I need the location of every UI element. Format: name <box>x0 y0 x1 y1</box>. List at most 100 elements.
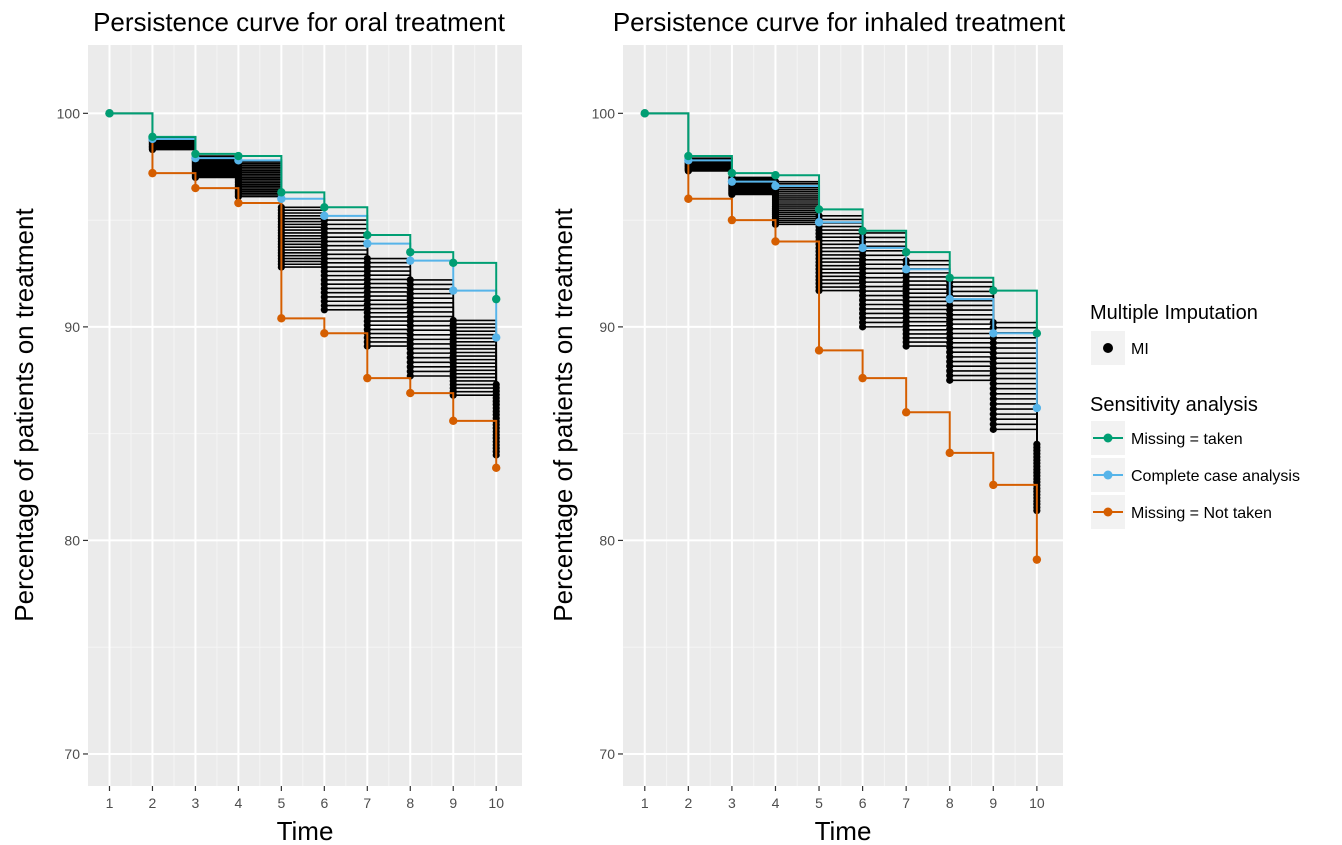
y-tick-label: 100 <box>592 105 616 121</box>
legend-sensitivity-items: Missing = taken Complete case analysis Mis… <box>1091 421 1300 529</box>
minor-gridlines <box>623 45 1063 786</box>
series-point-missing-taken <box>105 109 114 118</box>
series-point-missing-taken <box>901 247 911 257</box>
oral-treatment-chart: Persistence curve for oral treatment 70 8… <box>9 7 522 845</box>
legend-label-missing-not-taken: Missing = Not taken <box>1131 505 1272 522</box>
legend-title-mi: Multiple Imputation <box>1090 302 1258 324</box>
series-point-complete-case <box>814 218 824 227</box>
mi-point <box>989 425 997 433</box>
mi-point <box>989 390 997 398</box>
series-point-missing-taken <box>406 247 415 257</box>
series-line-missing-taken <box>644 112 1038 334</box>
series-point-complete-case <box>449 286 458 295</box>
legend-point-missing-taken <box>1103 433 1113 443</box>
x-tick-label: 10 <box>1029 795 1045 811</box>
series-point-complete-case <box>858 243 867 253</box>
series-point-missing-not-taken <box>449 416 458 426</box>
plot-panel <box>88 45 522 786</box>
mi-point <box>492 380 500 389</box>
legend-title-sensitivity: Sensitivity analysis <box>1090 394 1258 416</box>
mi-point <box>989 385 997 393</box>
x-tick-label: 6 <box>320 795 328 811</box>
legend-label-complete-case: Complete case analysis <box>1131 468 1300 485</box>
mi-point <box>989 420 997 428</box>
x-tick-label: 5 <box>277 795 285 811</box>
mi-point <box>989 349 997 357</box>
mi-point <box>989 344 997 352</box>
x-tick-label: 4 <box>234 795 242 811</box>
series-point-complete-case <box>320 211 329 221</box>
series-point-missing-taken <box>449 258 458 268</box>
mi-point <box>989 400 997 408</box>
series-point-missing-not-taken <box>363 373 372 383</box>
series-point-missing-not-taken <box>277 314 286 323</box>
mi-point <box>406 276 414 284</box>
mi-point <box>989 405 997 413</box>
series-point-missing-not-taken <box>814 346 824 355</box>
series-point-missing-not-taken <box>492 463 501 473</box>
legend-mi-point <box>1103 343 1113 353</box>
series-point-missing-taken <box>1032 329 1042 338</box>
series-point-complete-case <box>492 333 501 342</box>
mi-point <box>989 364 997 372</box>
x-tick-label: 6 <box>859 795 867 811</box>
x-tick-label: 1 <box>106 795 114 811</box>
x-axis-ticks: 1 2 3 4 5 6 7 8 9 10 <box>106 786 504 811</box>
series-point-complete-case <box>771 181 780 191</box>
chart-title: Persistence curve for inhaled treatment <box>613 7 1066 37</box>
y-tick-label: 70 <box>599 746 615 762</box>
minor-gridlines <box>88 45 522 786</box>
mi-point <box>449 316 457 325</box>
series-point-missing-taken <box>684 151 693 161</box>
legend-point-complete-case <box>1103 470 1113 480</box>
x-axis-title: Time <box>815 816 872 845</box>
x-tick-label: 1 <box>641 795 649 811</box>
series-point-complete-case <box>945 294 954 304</box>
series-point-missing-taken <box>234 151 243 161</box>
x-tick-label: 9 <box>449 795 457 811</box>
x-tick-label: 7 <box>363 795 371 811</box>
series-point-missing-not-taken <box>727 215 737 225</box>
mi-point <box>989 395 997 403</box>
x-tick-label: 5 <box>815 795 823 811</box>
x-tick-label: 8 <box>406 795 414 811</box>
series-point-missing-not-taken <box>320 329 329 338</box>
mi-point <box>989 374 997 383</box>
x-tick-label: 2 <box>684 795 692 811</box>
mi-point <box>989 415 997 423</box>
inhaled-treatment-chart: Persistence curve for inhaled treatment … <box>548 7 1066 845</box>
mi-point <box>989 354 997 362</box>
y-tick-label: 80 <box>64 532 80 548</box>
series-line-missing-taken <box>109 112 498 300</box>
series-point-complete-case <box>406 256 415 265</box>
series-point-missing-not-taken <box>771 237 780 246</box>
series-point-missing-not-taken <box>989 480 998 490</box>
y-tick-label: 100 <box>57 105 81 121</box>
x-axis-title: Time <box>277 816 334 845</box>
series-point-missing-taken <box>858 226 867 235</box>
series-point-complete-case <box>277 194 286 203</box>
y-axis-title: Percentage of patients on treatment <box>9 208 39 622</box>
series-point-missing-taken <box>989 286 998 295</box>
y-axis-ticks: 70 80 90 100 <box>592 105 623 762</box>
series-point-missing-not-taken <box>1032 555 1042 564</box>
x-tick-label: 7 <box>902 795 910 811</box>
series-point-missing-taken <box>191 149 200 159</box>
mi-point <box>989 380 997 388</box>
y-tick-label: 90 <box>599 319 615 335</box>
x-tick-label: 2 <box>149 795 157 811</box>
sensitivity-curves <box>640 109 1042 564</box>
mi-point <box>989 339 997 347</box>
series-point-missing-not-taken <box>148 168 157 178</box>
x-tick-label: 10 <box>488 795 504 811</box>
series-point-missing-taken <box>945 273 954 282</box>
x-tick-label: 9 <box>989 795 997 811</box>
series-line-missing-not-taken <box>109 112 498 468</box>
series-point-missing-taken <box>363 230 372 240</box>
legend-label-mi: MI <box>1131 341 1149 358</box>
x-tick-label: 3 <box>728 795 736 811</box>
series-point-missing-not-taken <box>684 194 693 203</box>
x-tick-label: 8 <box>946 795 954 811</box>
series-point-missing-taken <box>148 132 157 142</box>
series-point-missing-not-taken <box>191 183 200 193</box>
